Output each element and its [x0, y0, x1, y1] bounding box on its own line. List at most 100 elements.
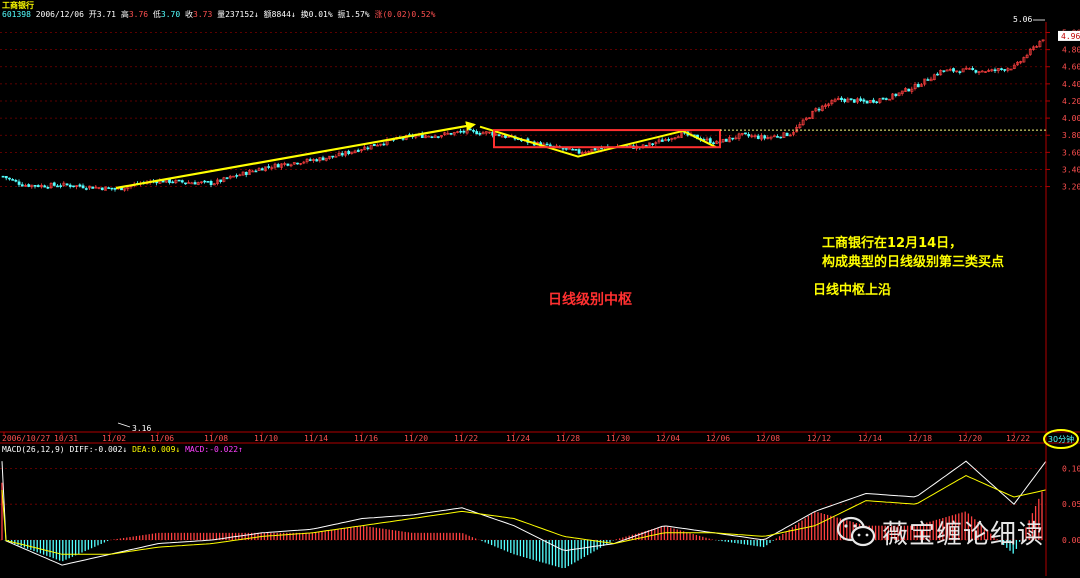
- candle-body: [203, 180, 207, 183]
- candle-body: [1009, 68, 1013, 71]
- stock-name: 工商银行: [2, 1, 34, 10]
- candle-body: [651, 143, 655, 146]
- candle-body: [939, 69, 943, 76]
- low-value: 3.70: [160, 10, 181, 19]
- date-tick-label: 11/06: [150, 434, 174, 443]
- candle-body: [113, 188, 117, 190]
- candle-body: [46, 186, 50, 189]
- candle-body: [900, 90, 904, 94]
- candle-body: [369, 144, 373, 150]
- open-value: 3.71: [96, 10, 116, 19]
- close-label: 收: [185, 10, 194, 19]
- candle-body: [744, 132, 747, 135]
- period-high-label: 5.06: [1013, 15, 1032, 24]
- candle-body: [545, 143, 549, 146]
- candle-body: [449, 132, 453, 135]
- diff-line: [1, 460, 1047, 566]
- candle-body: [964, 67, 968, 70]
- candle-body: [424, 135, 427, 139]
- candle-body: [244, 171, 248, 175]
- candle-body: [75, 185, 79, 188]
- candle-body: [481, 132, 485, 135]
- candle-body: [292, 162, 296, 165]
- date-tick-label: 12/12: [807, 434, 831, 443]
- candle-body: [72, 185, 75, 188]
- candle-body: [273, 163, 277, 168]
- candle-body: [296, 162, 299, 165]
- close-value: 3.73: [193, 10, 213, 19]
- candle-body: [1003, 69, 1007, 71]
- candle-body: [798, 124, 802, 129]
- candle-body: [913, 84, 917, 89]
- candle-body: [1, 175, 5, 178]
- candle-body: [868, 100, 872, 103]
- date-tick-label: 12/14: [858, 434, 882, 443]
- candle-body: [904, 88, 907, 92]
- candle-body: [849, 98, 853, 100]
- candle-body: [817, 108, 821, 111]
- date-tick-label: 10/31: [54, 434, 78, 443]
- candle-body: [564, 148, 568, 150]
- candle-body: [472, 130, 475, 132]
- candle-body: [459, 130, 463, 133]
- candle-body: [17, 181, 21, 185]
- candle-body: [196, 182, 200, 185]
- candle-body: [235, 175, 239, 177]
- candle-body: [1028, 48, 1032, 55]
- candle-body: [740, 132, 744, 135]
- high-value: 3.76: [128, 10, 149, 19]
- candle-body: [923, 78, 927, 85]
- candle-body: [833, 99, 837, 102]
- candle-body: [312, 159, 315, 161]
- volume-value: 237152: [225, 10, 255, 19]
- candle-body: [942, 70, 946, 72]
- candle-body: [456, 131, 459, 133]
- macd-dea-value: DEA:0.009: [132, 445, 176, 454]
- candle-body: [766, 137, 770, 140]
- candle-body: [171, 181, 175, 184]
- candle-body: [875, 101, 879, 104]
- candle-body: [737, 133, 741, 139]
- candle-body: [241, 171, 245, 176]
- date-tick-label: 11/16: [354, 434, 378, 443]
- candle-body: [193, 182, 197, 185]
- candle-body: [379, 143, 383, 146]
- chart-header-quote: 601398 2006/12/06 开3.71 高3.76 低3.70 收3.7…: [2, 10, 435, 20]
- candle-body: [462, 130, 466, 133]
- candle-body: [580, 152, 584, 155]
- candle-body: [97, 187, 101, 189]
- dea-line: [1, 475, 1047, 555]
- candle-body: [664, 139, 667, 142]
- candle-body: [926, 79, 930, 81]
- candle-body: [225, 177, 229, 179]
- change-value: (0.02)0.52%: [382, 10, 436, 19]
- zhongshu-upper-label: 日线中枢上沿: [813, 282, 891, 298]
- candle-body: [123, 188, 127, 191]
- candle-body: [916, 84, 920, 88]
- candle-body: [267, 166, 271, 168]
- candle-body: [88, 185, 91, 189]
- open-label: 开: [88, 10, 97, 19]
- macd-tick-label: 0.05: [1062, 500, 1080, 509]
- candle-body: [440, 135, 443, 138]
- candle-body: [952, 68, 955, 72]
- candle-body: [561, 147, 565, 150]
- candle-body: [209, 181, 213, 185]
- candle-body: [568, 148, 571, 150]
- candle-body: [264, 166, 267, 172]
- date-tick-label: 11/02: [102, 434, 126, 443]
- candle-body: [174, 179, 178, 184]
- candle-body: [401, 138, 405, 140]
- candle-body: [430, 136, 434, 138]
- candle-body: [350, 151, 354, 154]
- candle-body: [1012, 64, 1016, 69]
- candle-body: [830, 100, 834, 105]
- candle-body: [180, 180, 184, 183]
- candle-body: [94, 186, 98, 189]
- candle-body: [33, 185, 37, 187]
- turnover-label: 换: [300, 10, 309, 19]
- candle-body: [884, 98, 888, 100]
- candle-body: [1019, 61, 1023, 64]
- candle-body: [36, 185, 40, 188]
- candle-body: [948, 68, 952, 71]
